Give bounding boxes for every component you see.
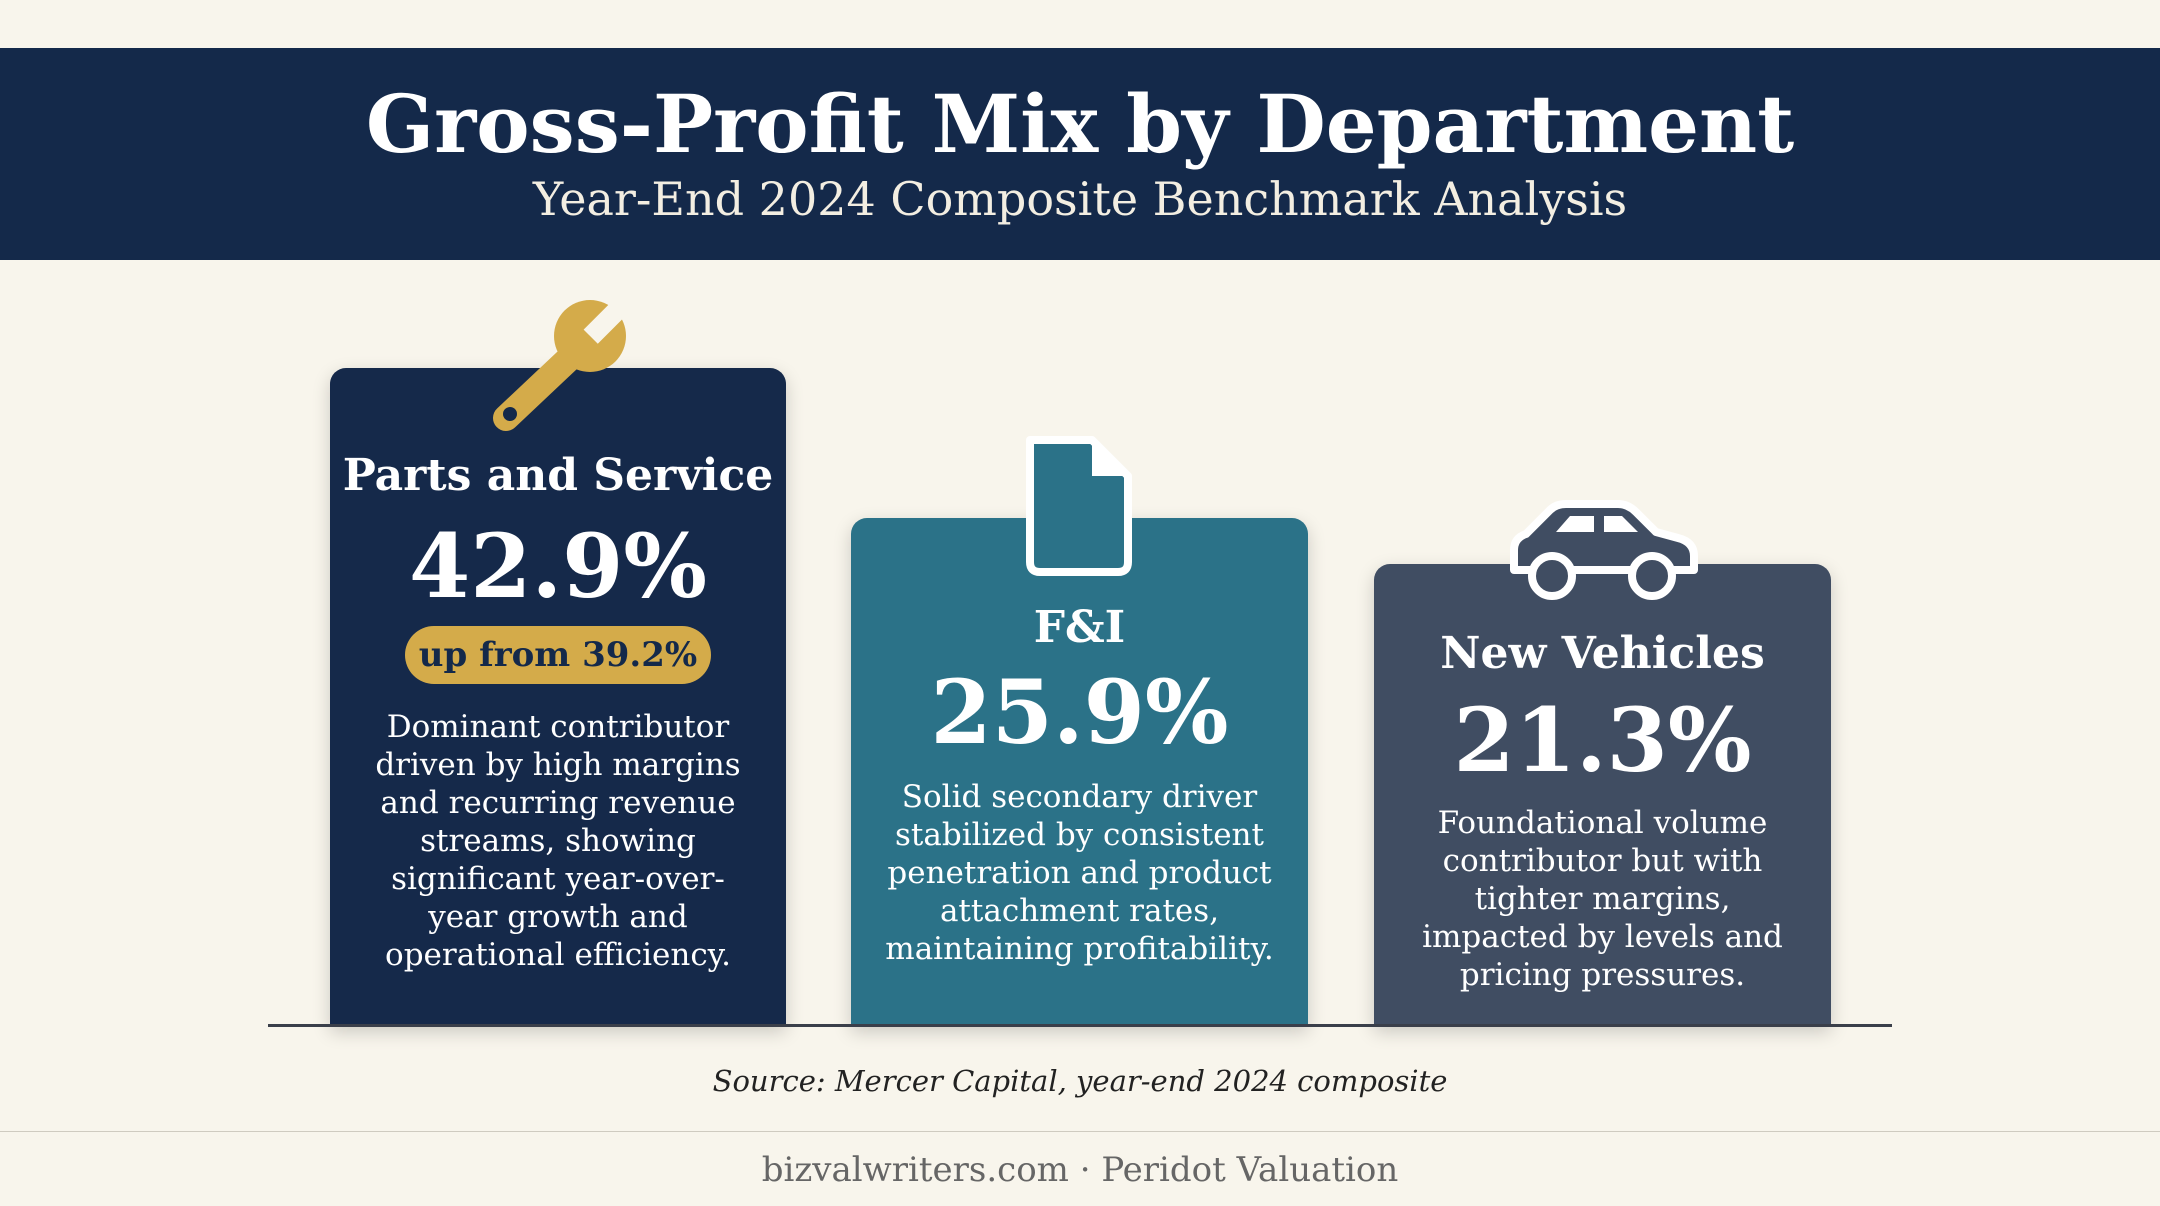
- wrench-icon: [493, 294, 634, 431]
- source-note: Source: Mercer Capital, year-end 2024 co…: [712, 1064, 1448, 1098]
- category-label-new-vehicles: New Vehicles: [1440, 628, 1765, 679]
- chart-subtitle: Year-End 2024 Composite Benchmark Analys…: [532, 172, 1628, 226]
- description-parts-and-service: Dominant contributor driven by high marg…: [375, 709, 741, 973]
- bar-fi: F&I 25.9% Solid secondary driver stabili…: [851, 518, 1308, 1026]
- description-fi: Solid secondary driver stabilized by con…: [885, 779, 1274, 967]
- bar-parts-and-service: Parts and Service 42.9% up from 39.2% Do…: [330, 368, 786, 1026]
- document-icon: [1026, 436, 1132, 576]
- chart-baseline: [268, 1024, 1892, 1027]
- footer-credit: bizvalwriters.com · Peridot Valuation: [761, 1150, 1399, 1190]
- badge-up-from: up from 39.2%: [405, 626, 711, 684]
- title-banner: Gross-Profit Mix by Department Year-End …: [0, 48, 2160, 260]
- value-label-new-vehicles: 21.3%: [1453, 688, 1752, 792]
- value-label-parts-and-service: 42.9%: [409, 514, 707, 618]
- chart-title: Gross-Profit Mix by Department: [365, 77, 1795, 171]
- category-label-parts-and-service: Parts and Service: [342, 450, 774, 501]
- bar-new-vehicles: New Vehicles 21.3% Foundational volume c…: [1374, 564, 1831, 1026]
- footer-divider: [0, 1131, 2160, 1132]
- category-label-fi: F&I: [1033, 602, 1126, 653]
- value-label-fi: 25.9%: [930, 660, 1229, 764]
- description-new-vehicles: Foundational volume contributor but with…: [1422, 805, 1783, 993]
- car-icon: [1510, 500, 1698, 600]
